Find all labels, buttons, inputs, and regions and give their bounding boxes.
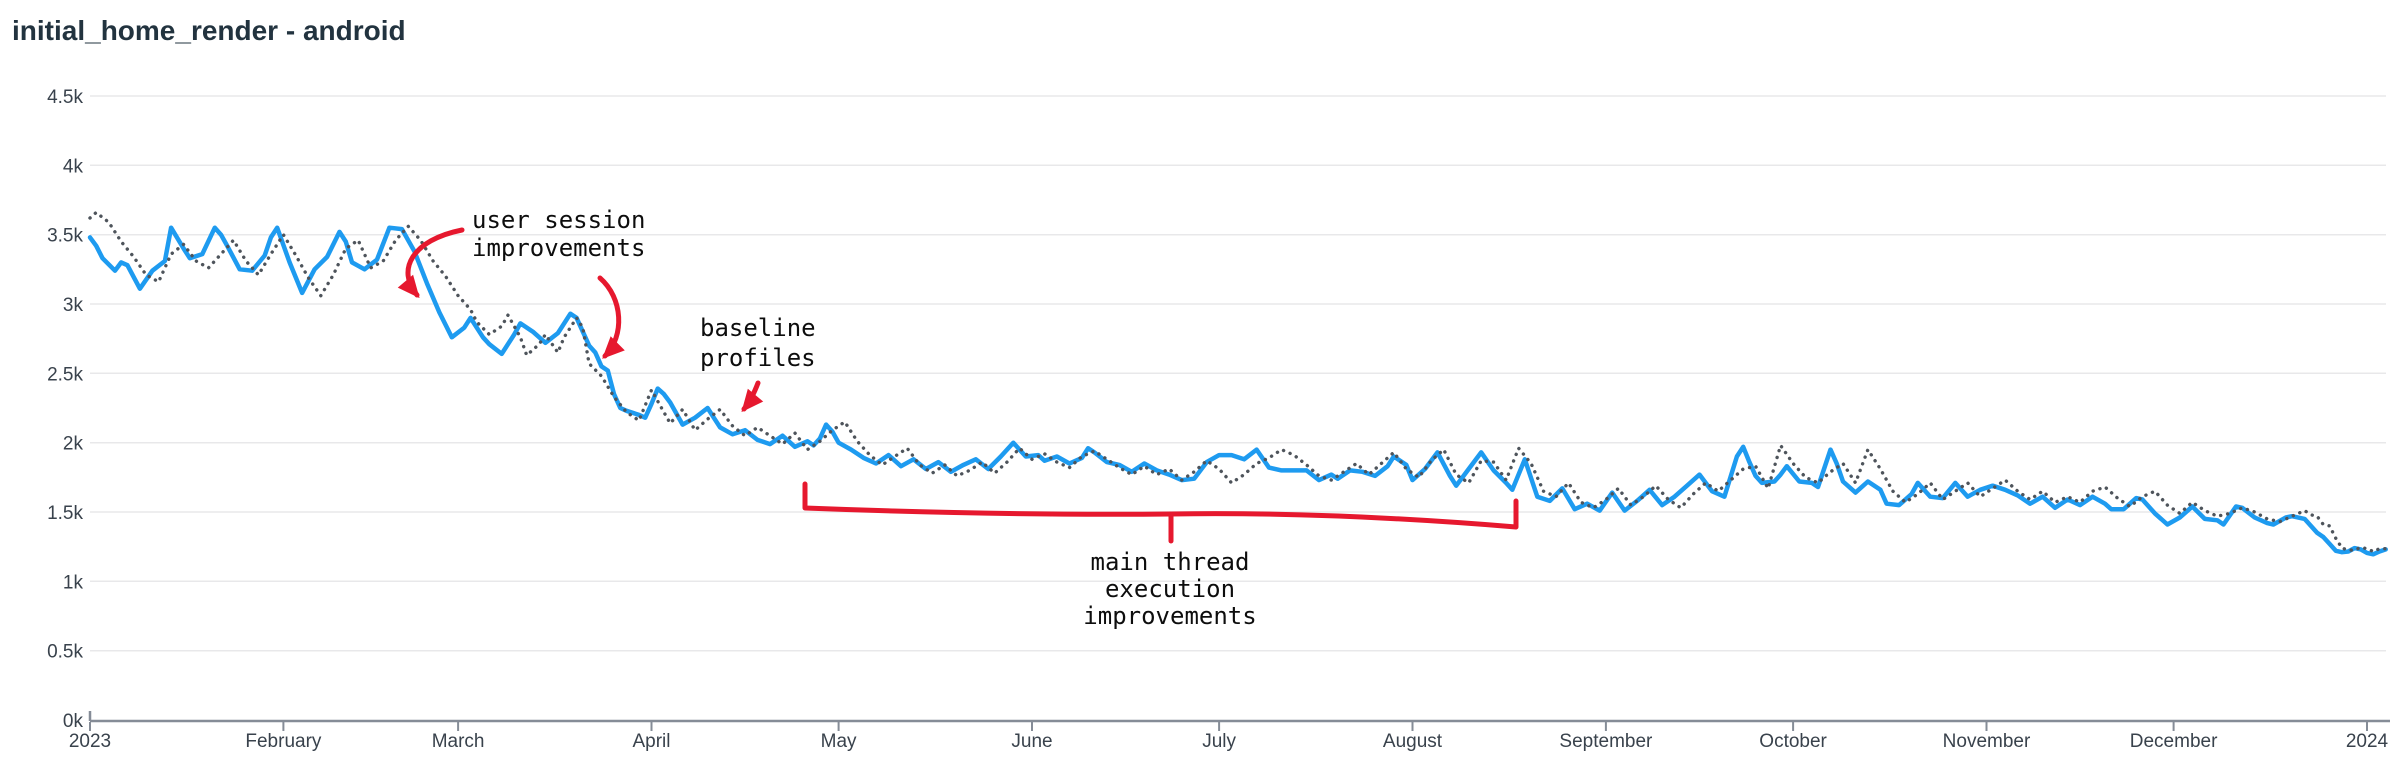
x-axis-labels: 2023 February March April May June July August S…: [69, 731, 2389, 752]
data-series: [87, 210, 2388, 557]
y-axis-labels: 0k 0.5k 1k 1.5k 2k 2.5k 3k 3.5k 4k 4.5k: [47, 87, 83, 732]
x-tick-label: 2023: [69, 731, 111, 752]
y-tick-label: 3k: [63, 295, 84, 316]
x-tick-label: February: [245, 731, 322, 752]
x-tick-label: December: [2130, 731, 2218, 752]
y-tick-label: 2k: [63, 434, 84, 455]
x-tick-label: September: [1559, 731, 1653, 752]
annotation-baseline-profiles: baseline profiles: [700, 314, 816, 413]
x-tick-label: May: [821, 731, 857, 752]
series-line-render-time-dotted-reference: [88, 210, 2388, 554]
y-tick-label: 4.5k: [47, 87, 83, 108]
series-line-render-time-solid: [87, 225, 2388, 557]
page-title: initial_home_render - android: [12, 15, 406, 46]
annotation-text: user session: [472, 206, 645, 234]
y-tick-label: 0k: [63, 711, 84, 732]
x-tick-label: 2024: [2346, 731, 2389, 752]
y-tick-label: 1k: [63, 572, 84, 593]
x-tick-label: July: [1202, 731, 1236, 752]
gridlines: [90, 95, 2386, 652]
annotation-user-session: user session improvements: [397, 206, 645, 359]
x-tick-label: November: [1943, 731, 2031, 752]
annotation-text: execution: [1105, 575, 1235, 603]
annotations: user session improvements baseline profi…: [397, 206, 1519, 630]
annotation-text: main thread: [1091, 548, 1250, 576]
y-tick-label: 0.5k: [47, 642, 83, 663]
plot-area[interactable]: [90, 80, 2390, 721]
y-tick-label: 3.5k: [47, 226, 83, 247]
x-tick-label: April: [632, 731, 670, 752]
x-tick-label: October: [1759, 731, 1827, 752]
annotation-main-thread: main thread execution improvements: [802, 481, 1519, 630]
x-tick-label: March: [432, 731, 485, 752]
red-arrow-3: [741, 380, 764, 413]
y-tick-label: 2.5k: [47, 364, 83, 385]
annotation-text: improvements: [1083, 602, 1256, 630]
red-arrow-1: [397, 227, 465, 299]
y-tick-label: 4k: [63, 156, 84, 177]
annotation-text: profiles: [700, 344, 816, 372]
annotation-text: baseline: [700, 314, 816, 342]
y-tick-label: 1.5k: [47, 503, 83, 524]
annotation-text: improvements: [472, 234, 645, 262]
red-arrow-2: [597, 275, 625, 359]
x-axis: [88, 711, 2390, 731]
x-tick-label: June: [1011, 731, 1052, 752]
x-tick-label: August: [1383, 731, 1443, 752]
